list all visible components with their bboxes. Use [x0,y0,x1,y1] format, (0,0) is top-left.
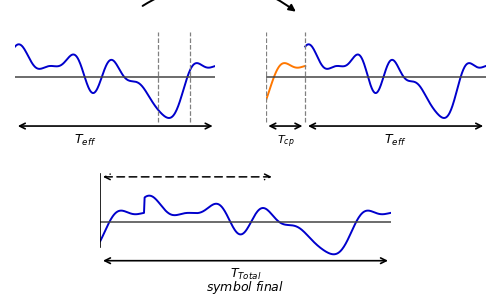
Text: $symbol\ final$: $symbol\ final$ [206,279,285,296]
Text: $T_{cp}$: $T_{cp}$ [277,133,294,149]
Text: $T_{eff}$: $T_{eff}$ [384,133,407,148]
Text: $T_{eff}$: $T_{eff}$ [74,133,96,148]
Text: $T_{Total}$: $T_{Total}$ [230,267,261,282]
